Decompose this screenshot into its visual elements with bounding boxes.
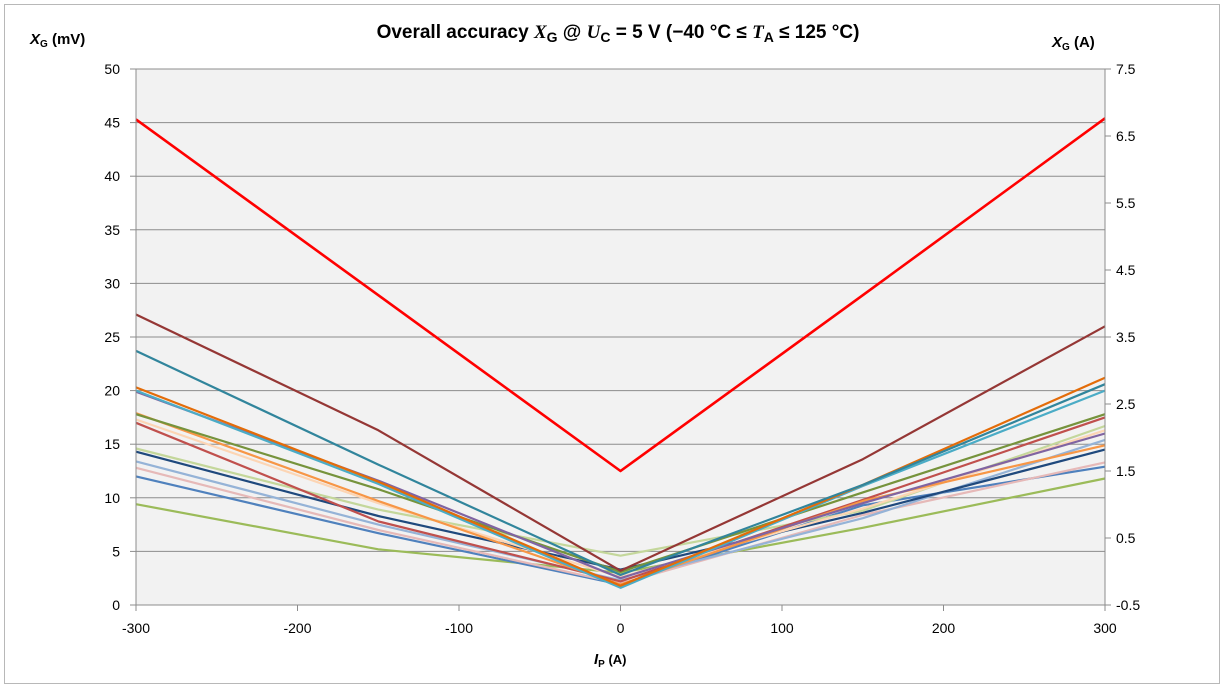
series-line-15 (135, 313, 1106, 572)
y-tick-label: 25 (104, 329, 120, 345)
series-line-13 (135, 376, 1106, 587)
y-tick-label: 50 (104, 61, 120, 77)
series-line-16 (135, 117, 1106, 473)
x-tick-label: 100 (770, 620, 794, 636)
y2-tick-label: -0.5 (1116, 597, 1140, 613)
y-axis-label-right: XG (A) (1051, 34, 1095, 53)
y-tick-label: 30 (104, 275, 120, 291)
x-axis-label: IP (A) (594, 651, 627, 670)
y2-tick-label: 4.5 (1116, 262, 1136, 278)
y2-tick-labels: -0.5 0.5 1.5 2.5 3.5 4.5 5.5 6.5 7.5 (1116, 61, 1140, 613)
axes (135, 69, 1106, 606)
y2-tick-label: 6.5 (1116, 128, 1136, 144)
y-tick-label: 5 (112, 543, 120, 559)
series-line-14 (135, 349, 1106, 577)
y-tick-label: 0 (112, 597, 120, 613)
x-tick-label: -200 (283, 620, 311, 636)
y-tick-labels: 0 5 10 15 20 25 30 35 40 45 50 (104, 61, 120, 613)
y2-tick-label: 7.5 (1116, 61, 1136, 77)
x-tick-label: -300 (122, 620, 150, 636)
x-tick-labels: -300 -200 -100 0 100 200 300 (122, 620, 1117, 636)
gridlines (130, 68, 1111, 611)
series-line-12 (135, 389, 1106, 589)
chart-title: Overall accuracy XG @ UC = 5 V (−40 °C ≤… (377, 22, 860, 45)
y2-tick-label: 1.5 (1116, 463, 1136, 479)
series-lines (135, 117, 1106, 589)
y-tick-label: 35 (104, 222, 120, 238)
y-axis-label-left: XG (mV) (29, 31, 85, 50)
y2-tick-label: 3.5 (1116, 329, 1136, 345)
y-tick-label: 20 (104, 383, 120, 399)
x-tick-label: 300 (1093, 620, 1117, 636)
y2-tick-label: 0.5 (1116, 530, 1136, 546)
x-tick-label: 200 (932, 620, 956, 636)
y-tick-label: 15 (104, 436, 120, 452)
y-tick-label: 10 (104, 490, 120, 506)
y-tick-label: 40 (104, 168, 120, 184)
y-tick-label: 45 (104, 115, 120, 131)
x-tick-label: -100 (445, 620, 473, 636)
y2-tick-label: 2.5 (1116, 396, 1136, 412)
series-line-7 (135, 416, 1106, 583)
y2-tick-label: 5.5 (1116, 195, 1136, 211)
x-tick-label: 0 (617, 620, 625, 636)
